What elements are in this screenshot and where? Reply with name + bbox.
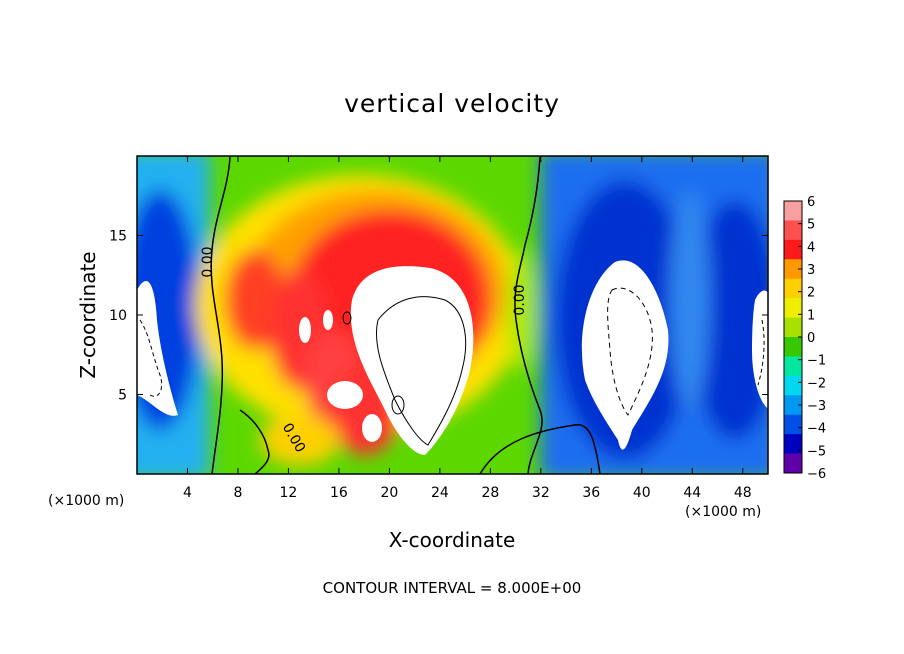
- x-tick-label: 24: [431, 485, 449, 501]
- colorbar-swatch: [784, 298, 802, 319]
- downdraft-core: [581, 260, 669, 450]
- colorbar-swatch: [784, 317, 802, 338]
- colorbar-swatch: [784, 337, 802, 357]
- contour-label: 0.00: [512, 284, 528, 315]
- colorbar-swatch: [784, 220, 802, 241]
- colorbar-swatch: [784, 239, 802, 260]
- y-axis-ticks: 5 10 15: [109, 229, 768, 404]
- x-axis-ticks: 4 8 12 16 20 24 28 32 36 40 44 48: [183, 156, 752, 501]
- colorbar-tick-label: −4: [807, 422, 826, 437]
- colorbar-swatch: [784, 375, 802, 396]
- x-tick-label: 16: [330, 485, 348, 501]
- colorbar-tick-label: 6: [807, 195, 815, 210]
- colorbar-tick-label: 4: [807, 240, 815, 255]
- chart-title: vertical velocity: [344, 89, 560, 118]
- colorbar-swatch: [784, 356, 802, 377]
- colorbar-swatch: [784, 453, 802, 474]
- colorbar-tick-label: 2: [807, 286, 815, 301]
- x-axis-label: X-coordinate: [389, 528, 516, 552]
- contour-interval-note: CONTOUR INTERVAL = 8.000E+00: [323, 579, 582, 597]
- velocity-field: [137, 156, 768, 474]
- colorbar-tick-label: −6: [807, 467, 826, 482]
- colorbar-tick-label: 3: [807, 263, 815, 278]
- x-tick-label: 4: [183, 485, 192, 501]
- colorbar-swatch: [784, 414, 802, 435]
- x-tick-label: 28: [481, 485, 499, 501]
- contour-label: 0.00: [200, 246, 216, 277]
- y-tick-label: 15: [109, 229, 127, 245]
- colorbar-tick-label: 5: [807, 218, 815, 233]
- y-axis-label: Z-coordinate: [76, 251, 100, 378]
- colorbar-tick-label: 0: [807, 331, 815, 346]
- colorbar: 6 5 4 3 2 1 0 −1 −2 −3 −4 −5 −6: [783, 195, 826, 482]
- colorbar-swatch: [784, 395, 802, 416]
- y-tick-label: 10: [109, 308, 127, 324]
- x-tick-label: 32: [532, 485, 550, 501]
- colorbar-tick-label: −5: [807, 444, 826, 459]
- colorbar-tick-label: 1: [807, 308, 815, 323]
- x-tick-label: 8: [233, 485, 242, 501]
- colorbar-swatch: [784, 259, 802, 280]
- colorbar-swatch: [784, 278, 802, 299]
- x-tick-label: 48: [734, 485, 752, 501]
- x-tick-label: 44: [683, 485, 701, 501]
- downdraft-core-right: [752, 290, 768, 409]
- colorbar-tick-label: −3: [807, 399, 826, 414]
- x-tick-label: 12: [280, 485, 298, 501]
- y-tick-label: 5: [118, 388, 127, 404]
- x-unit-label-left: (×1000 m): [48, 493, 124, 509]
- colorbar-tick-label: −1: [807, 354, 826, 369]
- x-unit-label-right: (×1000 m): [685, 504, 761, 520]
- x-tick-label: 20: [380, 485, 398, 501]
- downdraft-core-left: [137, 281, 178, 416]
- x-tick-label: 40: [633, 485, 651, 501]
- x-tick-label: 36: [582, 485, 600, 501]
- updraft-core: [350, 266, 474, 455]
- colorbar-swatch: [784, 434, 802, 455]
- colorbar-tick-label: −2: [807, 376, 826, 391]
- colorbar-swatch: [784, 201, 802, 221]
